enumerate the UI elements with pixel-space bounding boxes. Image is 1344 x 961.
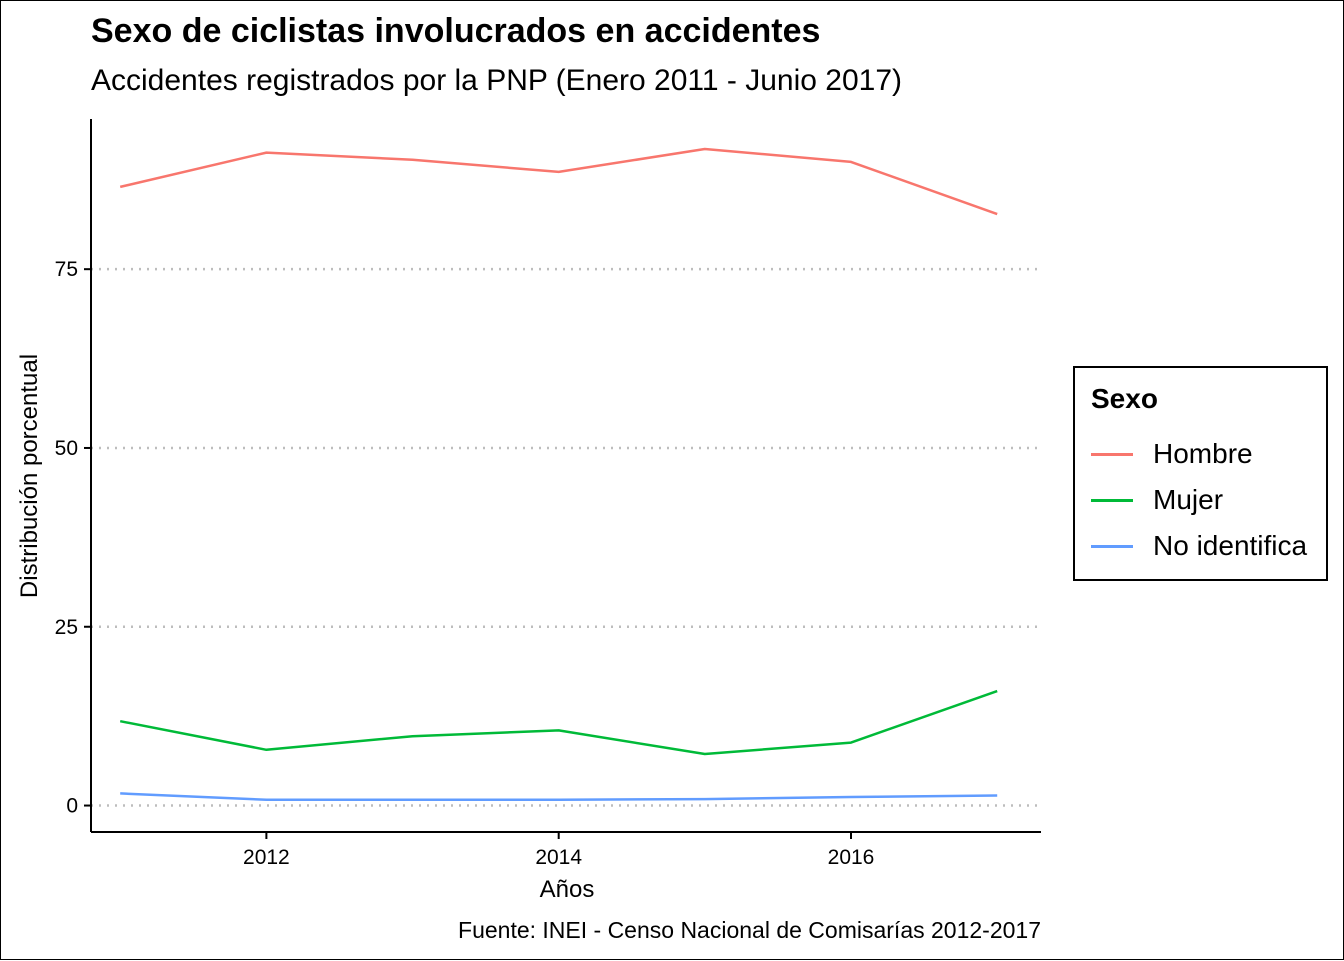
- source-caption: Fuente: INEI - Censo Nacional de Comisar…: [458, 917, 1041, 943]
- series-lines: [119, 147, 998, 802]
- legend-title: Sexo: [1091, 383, 1158, 414]
- legend-key-mujer: [1091, 499, 1133, 502]
- series-line-mujer: [119, 689, 998, 756]
- legend-label-mujer: Mujer: [1153, 484, 1224, 515]
- chart-title: Sexo de ciclistas involucrados en accide…: [91, 12, 821, 50]
- legend-item-no-identifica: No identifica: [1091, 528, 1326, 564]
- x-tick-label-2014: 2014: [535, 846, 582, 869]
- x-tick-label-2012: 2012: [243, 846, 290, 869]
- series-line-hombre: [119, 147, 998, 216]
- x-axis-title: Años: [540, 876, 595, 903]
- legend: Sexo Hombre Mujer No identifica: [1073, 366, 1328, 581]
- y-tick-label-50: 50: [55, 437, 78, 460]
- legend-item-mujer: Mujer: [1091, 482, 1326, 518]
- legend-item-hombre: Hombre: [1091, 436, 1326, 472]
- y-axis-title: Distribución porcentual: [16, 354, 43, 598]
- axes: 0 25 50 75 2012 2014 2016: [55, 119, 1041, 869]
- series-line-no-identifica: [120, 792, 998, 802]
- chart-subtitle: Accidentes registrados por la PNP (Enero…: [91, 64, 903, 97]
- x-tick-label-2016: 2016: [828, 846, 875, 869]
- legend-label-no-identifica: No identifica: [1153, 530, 1308, 561]
- y-tick-label-75: 75: [55, 258, 78, 281]
- legend-key-no-identifica: [1091, 545, 1133, 548]
- y-tick-label-25: 25: [55, 616, 78, 639]
- legend-label-hombre: Hombre: [1153, 438, 1253, 469]
- legend-key-hombre: [1091, 453, 1133, 456]
- y-tick-label-0: 0: [66, 795, 78, 818]
